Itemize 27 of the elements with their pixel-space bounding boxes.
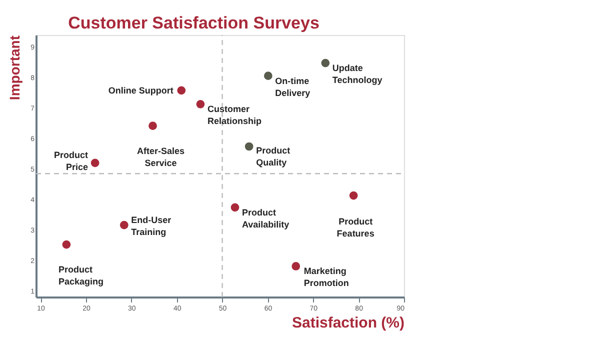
point	[120, 220, 128, 230]
annotation: Product Quality	[256, 146, 290, 168]
point	[264, 72, 272, 80]
point	[230, 203, 240, 212]
chart-title: Customer Satisfaction Surveys	[68, 13, 320, 32]
annotation: End-User Training	[131, 215, 172, 238]
point	[148, 122, 157, 130]
point	[349, 191, 358, 200]
point	[177, 86, 186, 95]
point	[196, 100, 205, 108]
point	[321, 58, 330, 68]
point	[292, 262, 300, 270]
x-axis-title: Satisfaction (%)	[292, 314, 405, 332]
annotation: After-Sales Service	[136, 146, 185, 168]
annotation: Product Availability	[242, 207, 290, 230]
annotation: Customer Relationship	[207, 104, 262, 126]
y-axis-title: Important	[6, 35, 23, 100]
annotation: Update Technology	[332, 63, 382, 86]
point	[90, 158, 100, 168]
annotation: Online Support	[108, 85, 174, 96]
annotation: Product Features	[336, 216, 374, 239]
annotation: Product Price	[54, 150, 88, 172]
annotation: Product Packaging	[58, 264, 104, 287]
annotation: Marketing Promotion	[304, 266, 349, 288]
point	[62, 240, 71, 249]
point	[244, 142, 254, 151]
annotation: On-time Delivery	[275, 76, 310, 98]
